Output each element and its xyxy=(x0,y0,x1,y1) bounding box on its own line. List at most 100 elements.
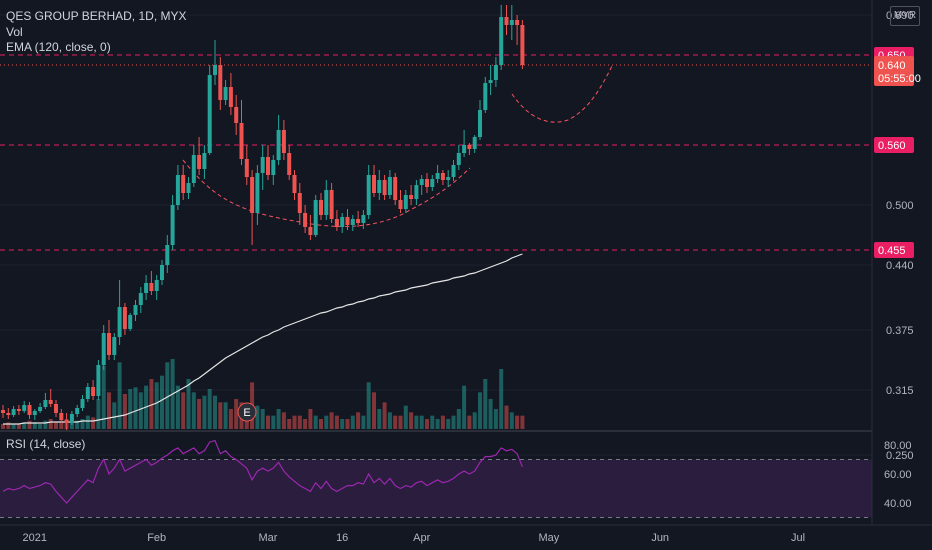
volume-bar xyxy=(340,419,345,429)
candle xyxy=(101,325,106,370)
candle-body xyxy=(191,155,196,183)
volume-bar xyxy=(467,415,472,429)
candle-body xyxy=(101,333,106,365)
candle-body xyxy=(303,213,308,227)
candle xyxy=(54,400,58,417)
candle xyxy=(234,95,239,135)
volume-bar xyxy=(218,402,223,429)
volume-bar xyxy=(138,392,143,429)
candle-body xyxy=(409,195,414,199)
volume-bar xyxy=(207,389,212,429)
candle-body xyxy=(138,293,143,305)
price-tick-label: 0.440 xyxy=(886,260,914,272)
candle xyxy=(430,175,435,191)
volume-bar xyxy=(303,419,308,429)
candle xyxy=(202,145,207,179)
rsi-axis: 80.00 60.00 40.00 xyxy=(884,440,912,510)
volume-bar xyxy=(6,422,11,429)
support-resistance-lines xyxy=(0,54,872,251)
candle-body xyxy=(414,185,419,199)
volume-bar xyxy=(186,379,191,429)
volume-bar xyxy=(319,419,323,429)
candle-body xyxy=(435,173,440,179)
volume-bar xyxy=(356,412,361,429)
candle-body xyxy=(122,307,127,329)
candle-body xyxy=(160,265,164,280)
candle xyxy=(403,190,408,213)
volume-bar xyxy=(128,389,133,429)
volume-bar xyxy=(213,395,217,429)
candle xyxy=(186,177,191,199)
candle xyxy=(128,313,133,331)
candle xyxy=(414,180,419,205)
candle-body xyxy=(59,413,64,420)
time-tick-label: 16 xyxy=(336,532,348,544)
volume-bar xyxy=(308,409,313,429)
price-tick-label: 0.250 xyxy=(886,450,914,462)
candle-body xyxy=(234,107,239,123)
candle xyxy=(520,20,525,69)
volume-bar xyxy=(451,415,456,429)
candle xyxy=(228,73,233,115)
candle-body xyxy=(451,165,456,177)
candle-body xyxy=(393,177,398,200)
candle-body xyxy=(32,411,37,415)
candle xyxy=(69,411,74,425)
candle-body xyxy=(22,405,27,411)
candle xyxy=(149,271,154,295)
time-axis: 2021 Feb Mar 16 Apr May Jun Jul xyxy=(23,532,805,544)
candle-body xyxy=(329,190,334,219)
volume-bar xyxy=(223,402,228,429)
candle xyxy=(239,100,244,165)
candle-body xyxy=(297,193,302,213)
volume-legend[interactable]: Vol xyxy=(6,25,23,39)
price-tick-label: 0.500 xyxy=(886,200,914,212)
volume-bar xyxy=(191,392,196,429)
volume-bar xyxy=(345,419,350,429)
candle-body xyxy=(350,219,355,225)
volume-bar xyxy=(175,385,180,429)
candle-body xyxy=(276,130,281,160)
candle-body xyxy=(324,190,329,215)
earnings-marker[interactable]: E xyxy=(237,402,257,422)
candle-body xyxy=(345,217,350,225)
candle xyxy=(313,195,318,237)
volume-bar xyxy=(107,392,111,429)
volume-bar xyxy=(117,362,122,429)
candle-body xyxy=(91,387,96,396)
candle-body xyxy=(313,200,318,235)
volume-bar xyxy=(234,399,239,429)
candle-body xyxy=(96,365,101,396)
symbol-legend[interactable]: QES GROUP BERHAD, 1D, MYX xyxy=(6,9,187,23)
candle-body xyxy=(218,65,223,100)
candle xyxy=(276,115,281,165)
candle-body xyxy=(377,180,382,193)
candle-body xyxy=(228,87,233,107)
time-tick-label: Jun xyxy=(651,532,669,544)
ema-legend[interactable]: EMA (120, close, 0) xyxy=(6,40,111,54)
volume-bar xyxy=(419,415,424,429)
volume-bar xyxy=(59,420,64,429)
currency-badge[interactable]: MYR xyxy=(890,6,920,26)
countdown-label: 05:55:00 xyxy=(878,73,921,85)
cup-curve xyxy=(182,159,471,227)
volume-bar xyxy=(414,415,419,429)
rsi-legend[interactable]: RSI (14, close) xyxy=(6,437,86,451)
candle-body xyxy=(483,83,488,110)
candle xyxy=(181,165,186,200)
volume-bar xyxy=(154,382,159,429)
volume-bar xyxy=(462,385,467,429)
candle-body xyxy=(271,160,276,175)
candle-body xyxy=(38,407,43,411)
candle-body xyxy=(382,180,387,195)
volume-bar xyxy=(96,399,101,429)
volume-bar xyxy=(101,365,106,429)
candle xyxy=(297,183,302,225)
candle xyxy=(393,173,398,205)
candle xyxy=(451,160,456,181)
candle-body xyxy=(515,20,520,25)
last-price-tag xyxy=(874,56,914,86)
